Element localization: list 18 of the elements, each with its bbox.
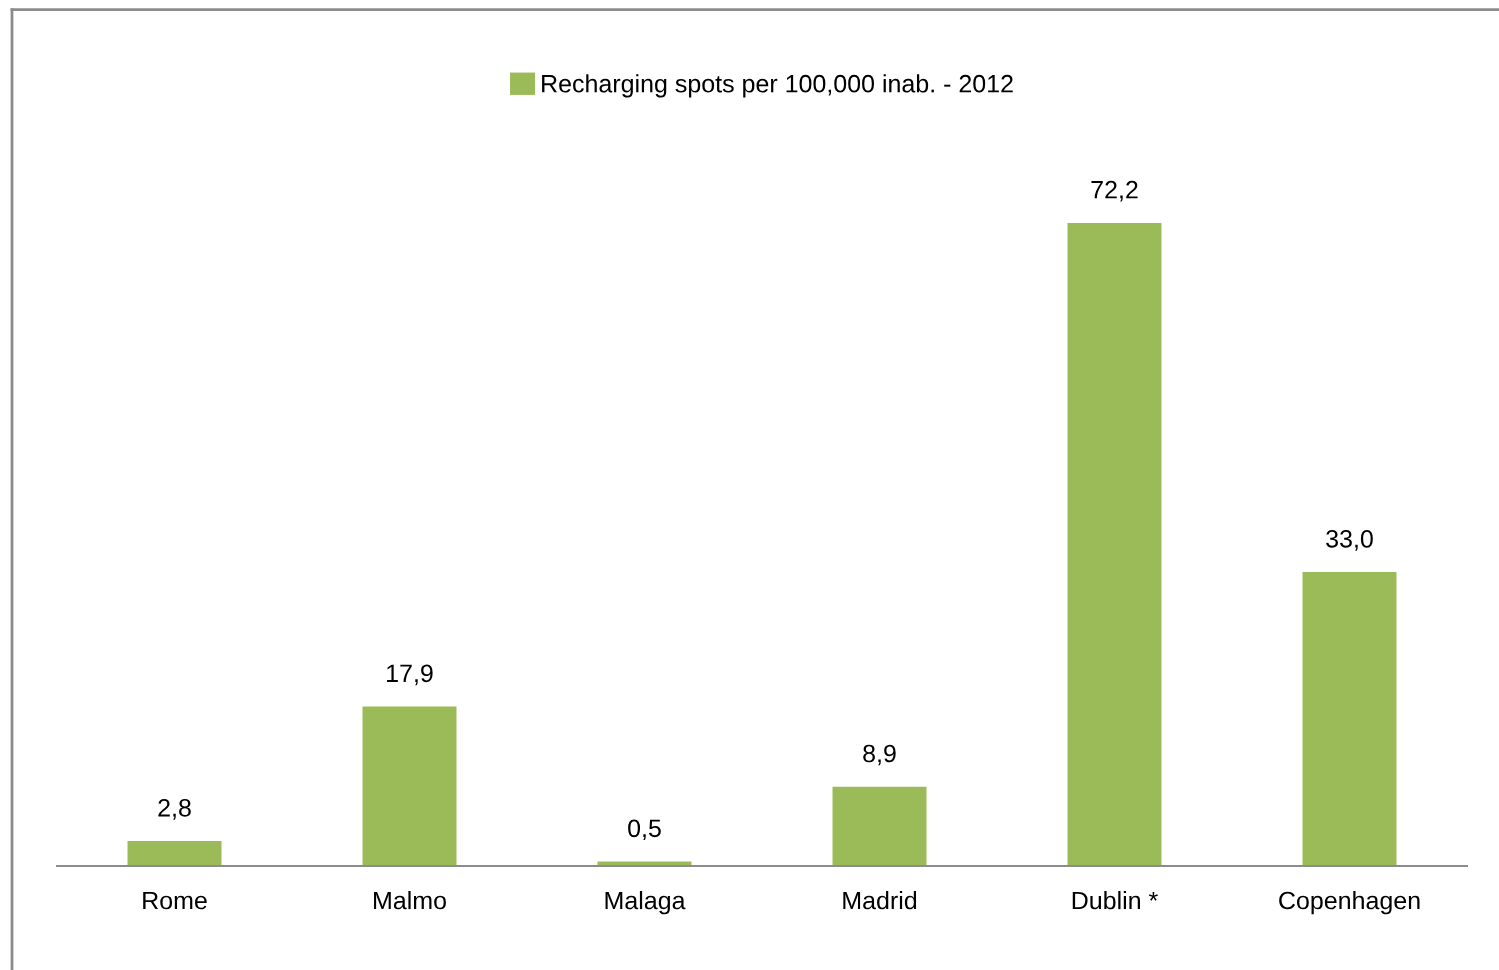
- x-tick-label: Madrid: [843, 891, 917, 910]
- data-label: 72,2: [1091, 180, 1138, 202]
- legend-label: Recharging spots per 100,000 inab. - 2012: [542, 74, 1013, 98]
- data-label: 8,9: [863, 744, 896, 766]
- data-label: 2,8: [158, 798, 191, 820]
- data-label: 33,0: [1326, 529, 1373, 551]
- bar: [127, 841, 222, 866]
- bar: [1302, 572, 1397, 866]
- bar: [832, 786, 927, 866]
- bar: [362, 706, 457, 866]
- data-label: 0,5: [628, 819, 661, 841]
- x-tick-label: Rome: [143, 891, 207, 910]
- data-label: 17,9: [387, 664, 433, 686]
- x-tick-label: Dublin *: [1072, 891, 1158, 910]
- bar: [1067, 222, 1162, 866]
- x-tick-label: Malmo: [374, 891, 446, 910]
- x-tick-label: Copenhagen: [1279, 891, 1420, 915]
- x-tick-label: Malaga: [605, 891, 686, 915]
